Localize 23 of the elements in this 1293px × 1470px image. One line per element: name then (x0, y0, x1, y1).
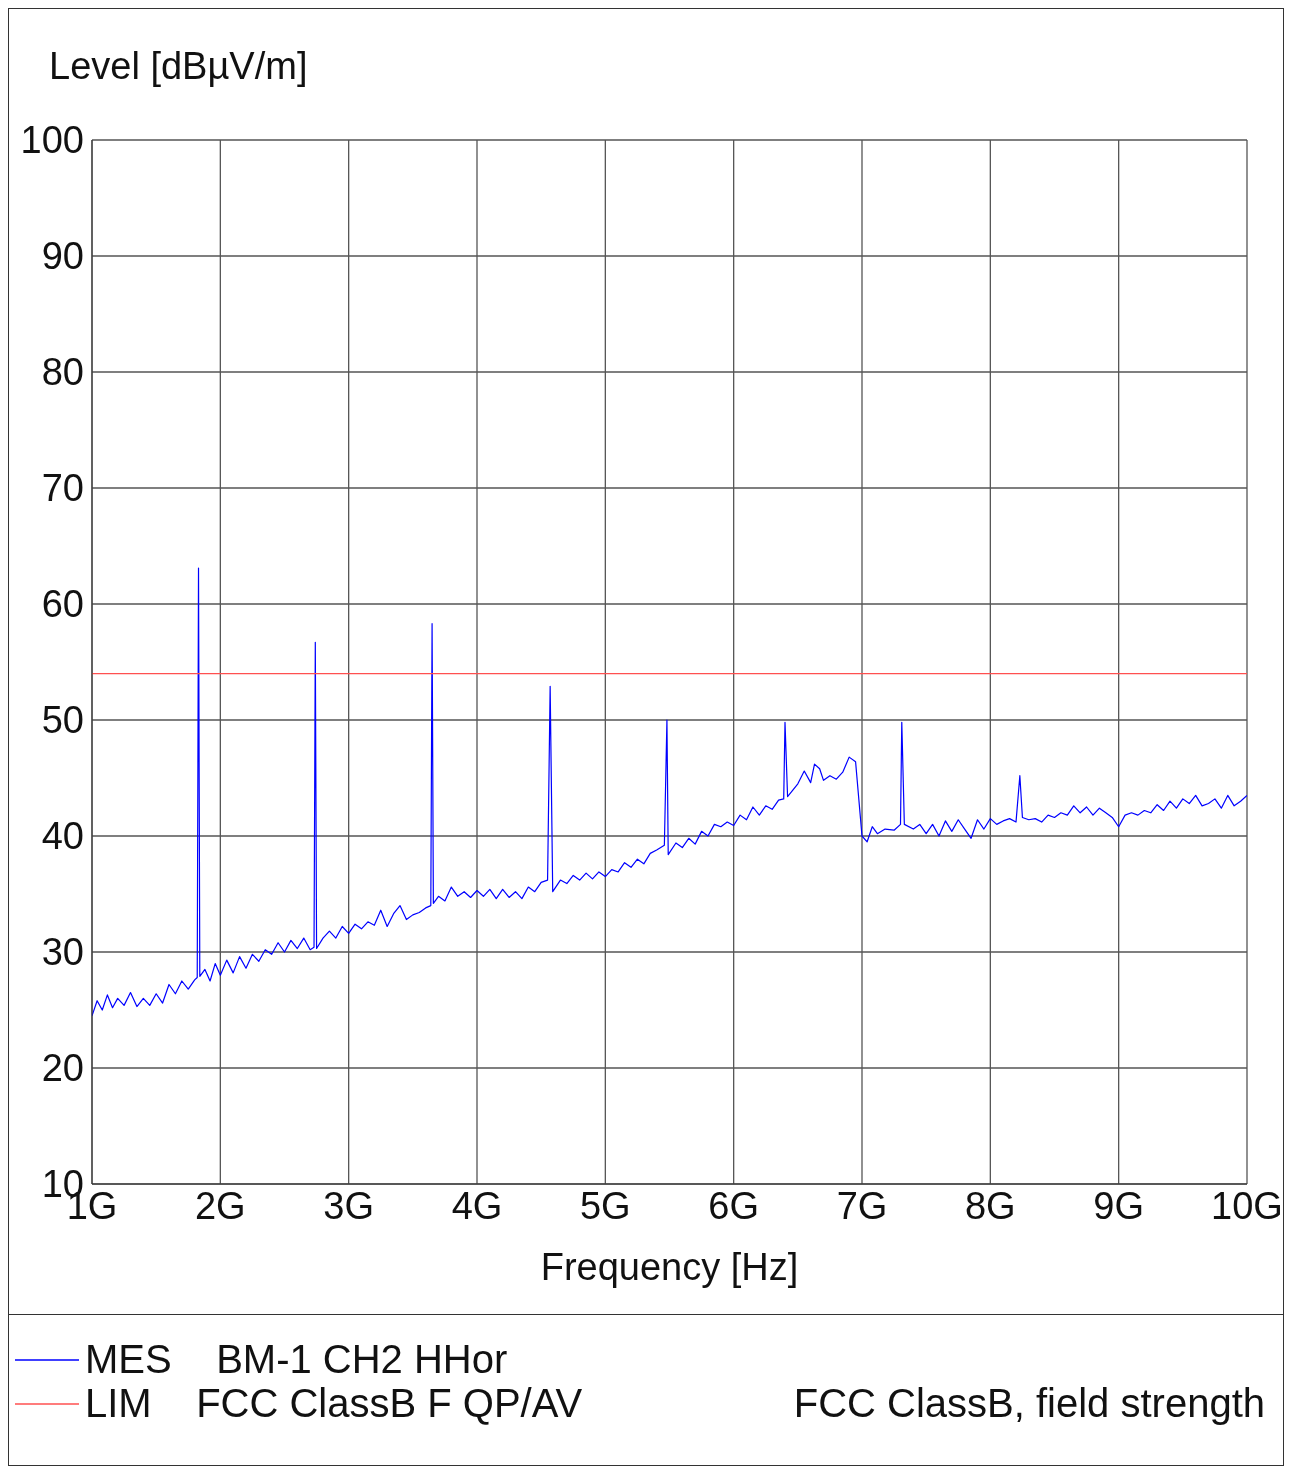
x-tick-label: 4G (451, 1184, 503, 1227)
y-tick-label: 30 (41, 931, 84, 974)
x-tick-label: 6G (708, 1184, 760, 1227)
x-axis-title: Frequency [Hz] (540, 1246, 799, 1288)
y-tick-label: 40 (41, 815, 84, 858)
x-tick-label: 10G (1211, 1184, 1283, 1227)
legend-label: MES BM-1 CH2 HHor (85, 1337, 508, 1382)
y-tick-label: 20 (41, 1047, 84, 1090)
y-tick-label: 90 (41, 235, 84, 278)
legend-label: LIM FCC ClassB F QP/AV (85, 1381, 583, 1426)
x-tick-label: 7G (836, 1184, 888, 1227)
x-tick-label: 3G (323, 1184, 375, 1227)
x-tick-label: 8G (964, 1184, 1016, 1227)
y-tick-label: 60 (41, 583, 84, 626)
x-tick-label: 5G (579, 1184, 631, 1227)
x-tick-label: 9G (1093, 1184, 1145, 1227)
y-tick-label: 80 (41, 351, 84, 394)
y-tick-label: 50 (41, 699, 84, 742)
y-axis-title: Level [dBµV/m] (49, 45, 308, 88)
y-tick-label: 100 (20, 119, 84, 162)
y-tick-label: 70 (41, 467, 84, 510)
x-tick-label: 2G (194, 1184, 246, 1227)
text: FCC ClassB, field strength (793, 1381, 1265, 1426)
